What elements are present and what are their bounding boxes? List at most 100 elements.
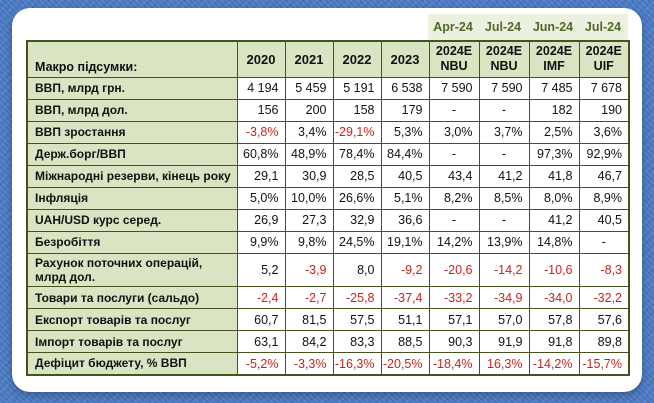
macro-summary-content: Apr-24 Jul-24 Jun-24 Jul-24 Макро підсум… <box>26 14 630 376</box>
cell-value: 8,5% <box>478 186 530 210</box>
cell-value: 8,0 <box>332 252 382 288</box>
table-row: ВВП зростання -3,8% 3,4% -29,1% 5,3% 3,0% 3,7%… <box>26 120 630 144</box>
cell-value: 8,2% <box>428 186 480 210</box>
cell-value: 90,3 <box>428 330 480 354</box>
cell-value: -14,2 <box>478 252 530 288</box>
cell-value: 57,0 <box>478 308 530 332</box>
macro-summary-table: Макро підсумки: 2020 2021 2022 2023 2024… <box>26 40 630 376</box>
cell-value: 91,9 <box>478 330 530 354</box>
cell-value: 8,0% <box>528 186 580 210</box>
table-title: Макро підсумки: <box>26 40 238 78</box>
forecast-date-strip: Apr-24 Jul-24 Jun-24 Jul-24 <box>428 14 628 40</box>
cell-value: 5 191 <box>332 76 382 100</box>
row-label: Безробіття <box>26 230 238 254</box>
cell-value: 3,4% <box>284 120 334 144</box>
cell-value: 200 <box>284 98 334 122</box>
cell-value: 28,5 <box>332 164 382 188</box>
cell-value: - <box>428 208 480 232</box>
cell-value: -10,6 <box>528 252 580 288</box>
table-body: ВВП, млрд грн. 4 194 5 459 5 191 6 538 7 590 7… <box>26 76 630 376</box>
row-label: Дефіцит бюджету, % ВВП <box>26 352 238 376</box>
forecast-source: NBU <box>440 59 468 74</box>
column-header-year: 2021 <box>284 40 334 78</box>
table-row: ВВП, млрд дол. 156 200 158 179- -182 190 <box>26 98 630 122</box>
cell-value: 24,5% <box>332 230 382 254</box>
cell-value: 84,4% <box>380 142 430 166</box>
forecast-date-label: Jul-24 <box>484 20 522 34</box>
row-label: Інфляція <box>26 186 238 210</box>
column-header-year: 2023 <box>380 40 430 78</box>
cell-value: 182 <box>528 98 580 122</box>
cell-value: 3,6% <box>578 120 630 144</box>
table-row: Товари та послуги (сальдо) -2,4 -2,7 -25,8-… <box>26 286 630 310</box>
row-label: ВВП зростання <box>26 120 238 144</box>
cell-value: -25,8 <box>332 286 382 310</box>
column-header-year: 2022 <box>332 40 382 78</box>
cell-value: -15,7% <box>578 352 630 376</box>
cell-value: 81,5 <box>284 308 334 332</box>
cell-value: 92,9% <box>578 142 630 166</box>
cell-value: 32,9 <box>332 208 382 232</box>
forecast-year: 2024E <box>585 43 622 58</box>
row-label: Рахунок поточних операцій, млрд дол. <box>26 252 238 288</box>
cell-value: 2,5% <box>528 120 580 144</box>
row-label: Імпорт товарів та послуг <box>26 330 238 354</box>
row-label: ВВП, млрд дол. <box>26 98 238 122</box>
cell-value: -2,7 <box>284 286 334 310</box>
column-header-forecast: 2024E UIF <box>578 40 630 78</box>
row-label: Міжнародні резерви, кінець року <box>26 164 238 188</box>
table-row: UAH/USD курс серед. 26,9 27,3 32,9 36,6- -41,… <box>26 208 630 232</box>
cell-value: 13,9% <box>478 230 530 254</box>
cell-value: 60,7 <box>236 308 286 332</box>
cell-value: 60,8% <box>236 142 286 166</box>
cell-value: 89,8 <box>578 330 630 354</box>
cell-value: 5,2 <box>236 252 286 288</box>
cell-value: -37,4 <box>380 286 430 310</box>
cell-value: 7 590 <box>478 76 530 100</box>
cell-value: 16,3% <box>478 352 530 376</box>
table-header-row: Макро підсумки: 2020 2021 2022 2023 2024… <box>26 40 630 78</box>
cell-value: 158 <box>332 98 382 122</box>
cell-value: -3,9 <box>284 252 334 288</box>
cell-value: 26,6% <box>332 186 382 210</box>
table-row: Дефіцит бюджету, % ВВП -5,2% -3,3% -16,3% -2… <box>26 352 630 376</box>
cell-value: -29,1% <box>332 120 382 144</box>
cell-value: -32,2 <box>578 286 630 310</box>
cell-value: 190 <box>578 98 630 122</box>
cell-value: 7 485 <box>528 76 580 100</box>
cell-value: 5,1% <box>380 186 430 210</box>
cell-value: 84,2 <box>284 330 334 354</box>
table-row: Імпорт товарів та послуг 63,1 84,2 83,3 88,5… <box>26 330 630 354</box>
cell-value: -34,9 <box>478 286 530 310</box>
cell-value: 83,3 <box>332 330 382 354</box>
cell-value: -18,4% <box>428 352 480 376</box>
cell-value: - <box>478 142 530 166</box>
table-row: Держ.борг/ВВП 60,8% 48,9% 78,4% 84,4% - -97,3%… <box>26 142 630 166</box>
cell-value: 26,9 <box>236 208 286 232</box>
column-header-forecast: 2024E NBU <box>478 40 530 78</box>
cell-value: 41,2 <box>478 164 530 188</box>
row-label: Експорт товарів та послуг <box>26 308 238 332</box>
column-header-year: 2020 <box>236 40 286 78</box>
cell-value: 30,9 <box>284 164 334 188</box>
cell-value: 8,9% <box>578 186 630 210</box>
cell-value: 10,0% <box>284 186 334 210</box>
cell-value: -14,2% <box>528 352 580 376</box>
table-row: ВВП, млрд грн. 4 194 5 459 5 191 6 538 7 590 7… <box>26 76 630 100</box>
cell-value: 41,8 <box>528 164 580 188</box>
cell-value: 14,2% <box>428 230 480 254</box>
cell-value: 5,3% <box>380 120 430 144</box>
cell-value: 156 <box>236 98 286 122</box>
cell-value: - <box>578 230 630 254</box>
cell-value: 179 <box>380 98 430 122</box>
cell-value: -20,6 <box>428 252 480 288</box>
cell-value: 5 459 <box>284 76 334 100</box>
cell-value: 9,9% <box>236 230 286 254</box>
cell-value: - <box>428 142 480 166</box>
cell-value: - <box>428 98 480 122</box>
cell-value: 3,0% <box>428 120 480 144</box>
forecast-source: IMF <box>543 59 565 74</box>
cell-value: -34,0 <box>528 286 580 310</box>
cell-value: 14,8% <box>528 230 580 254</box>
cell-value: - <box>478 98 530 122</box>
